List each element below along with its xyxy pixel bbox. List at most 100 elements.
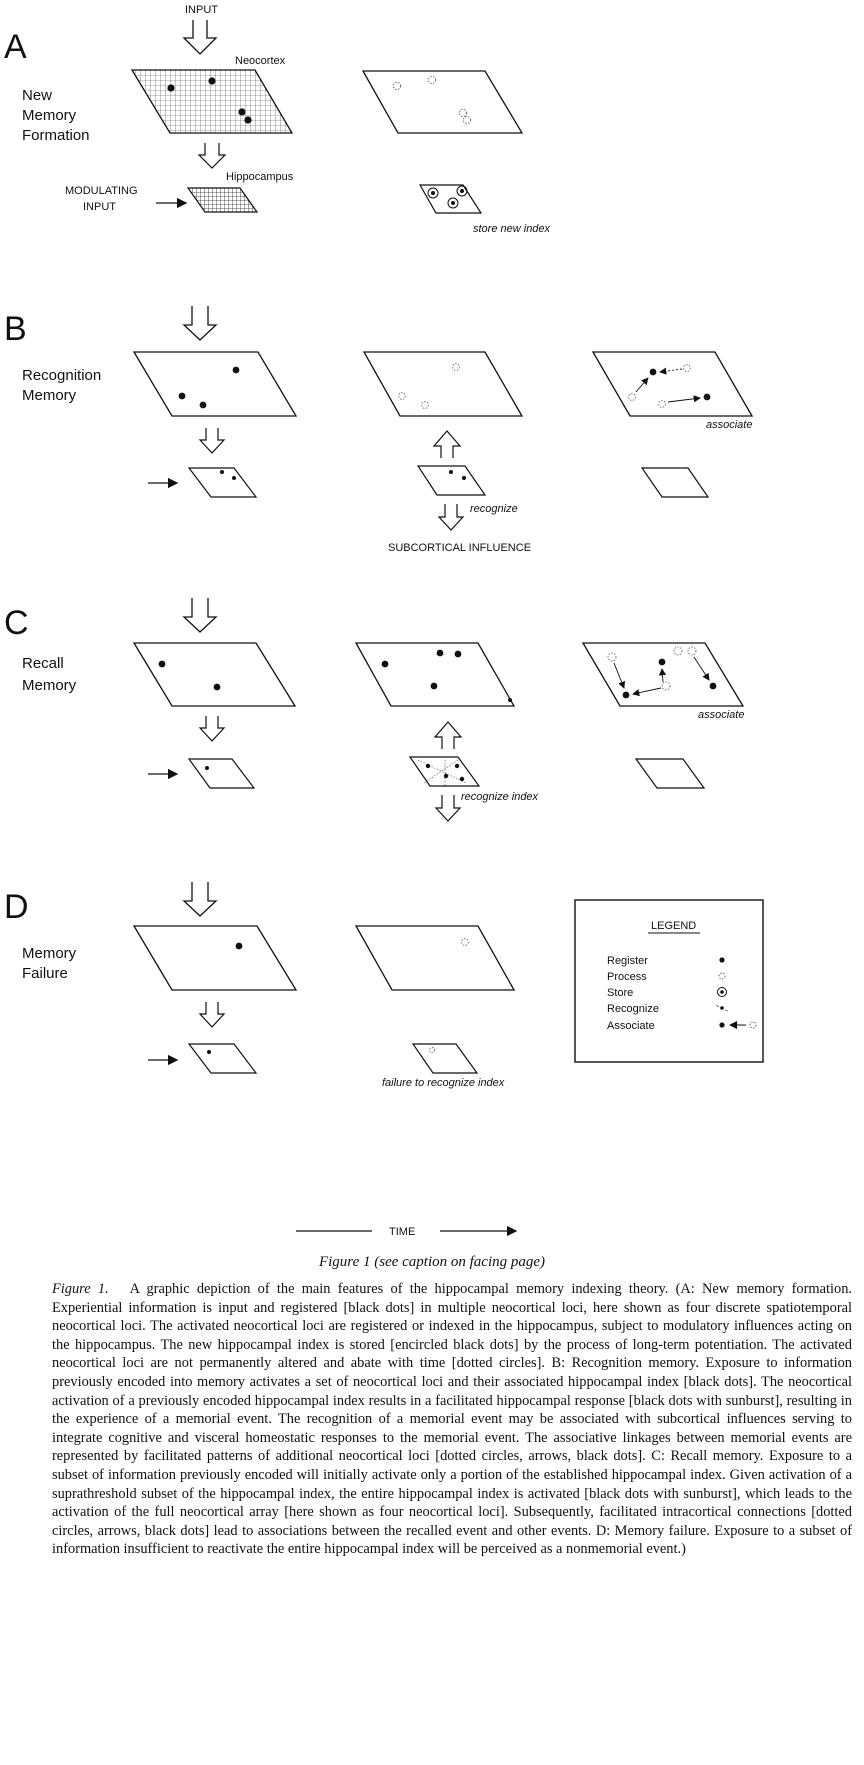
process-circle [661,681,671,691]
neocortex-sheet [361,70,524,134]
legend-associate-circle [749,1021,757,1029]
store-dot [460,189,464,193]
register-dot [220,470,224,474]
process-circle [398,392,406,400]
neocortex-sheet [132,351,298,417]
process-circle [392,81,402,91]
panel-d: D Memory Failure failure to recognize in… [4,882,764,1089]
process-circle [428,1046,436,1054]
process-circle [452,363,460,371]
recognize-note: recognize index [461,791,539,803]
neocortex-sheet [132,925,298,991]
process-circle [462,115,472,125]
register-dot [508,698,512,702]
associate-note: associate [706,419,752,431]
register-dot [238,108,246,116]
neocortex-sheet [591,351,754,417]
hippocampus-sheet [186,187,259,213]
legend-store-symbol [717,987,727,997]
sunburst-dot [454,763,460,769]
hippocampus-sheet [640,467,710,498]
register-dot [649,368,657,376]
caption-title: Figure 1 (see caption on facing page) [318,1254,546,1270]
register-dot [703,393,711,401]
register-dot [622,691,630,699]
store-dot [451,201,455,205]
neocortex-sheet [581,642,745,707]
hippocampus-sheet [187,467,258,498]
time-axis: TIME [296,1225,518,1238]
hippocampus-sheet [418,184,483,214]
panel-letter: B [4,310,27,348]
up-arrow [432,430,462,458]
failure-note: failure to recognize index [382,1077,505,1089]
sunburst-dot [449,470,453,474]
associate-arrow [667,395,701,403]
hippocampus-sheet [408,756,481,787]
panel-title-line: Recognition [22,367,101,384]
store-circle [447,197,459,209]
subcortical-label: SUBCORTICAL INFLUENCE [388,542,531,554]
panel-title-line: Memory [22,387,77,404]
store-circle [427,187,439,199]
register-dot [658,658,666,666]
neocortex-sheet [354,642,516,707]
register-dot [436,649,444,657]
legend-recognize-ray [715,1004,720,1008]
process-circle [628,393,636,401]
register-dot [213,683,221,691]
register-dot [381,660,389,668]
neocortex-sheet [354,925,516,991]
register-dot [232,476,236,480]
process-circle [607,652,617,662]
panel-title-line: Formation [22,127,90,144]
down-arrow [434,795,462,822]
modulating-label: MODULATING [65,185,138,197]
panel-title-line: Memory [22,107,77,124]
sunburst-dot [462,476,466,480]
panel-title-line: Memory [22,945,77,962]
neocortex-sheet [362,351,524,417]
associate-arrow [635,377,649,393]
hippocampal-indexing-diagram: A New Memory Formation INPUT Neocortex H… [4,4,764,1238]
panel-letter: D [4,888,29,926]
modulating-label: INPUT [83,201,116,213]
panel-letter: C [4,604,29,642]
associate-arrow [613,662,626,689]
associate-arrow [632,687,662,697]
down-arrow [198,1002,226,1028]
legend-item-label: Register [607,955,648,967]
down-arrow [198,428,226,454]
associate-arrow [693,656,710,681]
panel-a: A New Memory Formation INPUT Neocortex H… [4,4,551,235]
process-circle [458,108,468,118]
hippocampus-sheet [416,465,487,496]
hippocampus-label: Hippocampus [226,171,294,183]
register-dot [205,766,209,770]
register-dot [232,366,240,374]
legend-item-label: Store [607,987,633,999]
legend-item-label: Recognize [607,1003,659,1015]
register-dot [709,682,717,690]
panel-title-line: New [22,87,52,104]
process-circle [421,401,429,409]
register-dot [208,77,216,85]
legend-title: LEGEND [651,920,696,932]
down-arrow [182,882,218,917]
legend-store-dot [720,990,724,994]
register-dot [158,660,166,668]
process-circle [461,938,469,946]
sunburst-dot [425,763,431,769]
register-dot [167,84,175,92]
panel-c: C Recall Memory recognize index [4,598,745,822]
input-label: INPUT [185,4,218,16]
legend-process-symbol [718,972,726,980]
caption-label: Figure 1. [52,1281,109,1297]
register-dot [207,1050,211,1054]
panel-title-line: Failure [22,965,68,982]
figure-caption: Figure 1. A graphic depiction of the mai… [52,1280,852,1559]
register-dot [235,942,243,950]
down-arrow [198,716,226,742]
register-dot [244,116,252,124]
down-arrow [437,504,465,531]
